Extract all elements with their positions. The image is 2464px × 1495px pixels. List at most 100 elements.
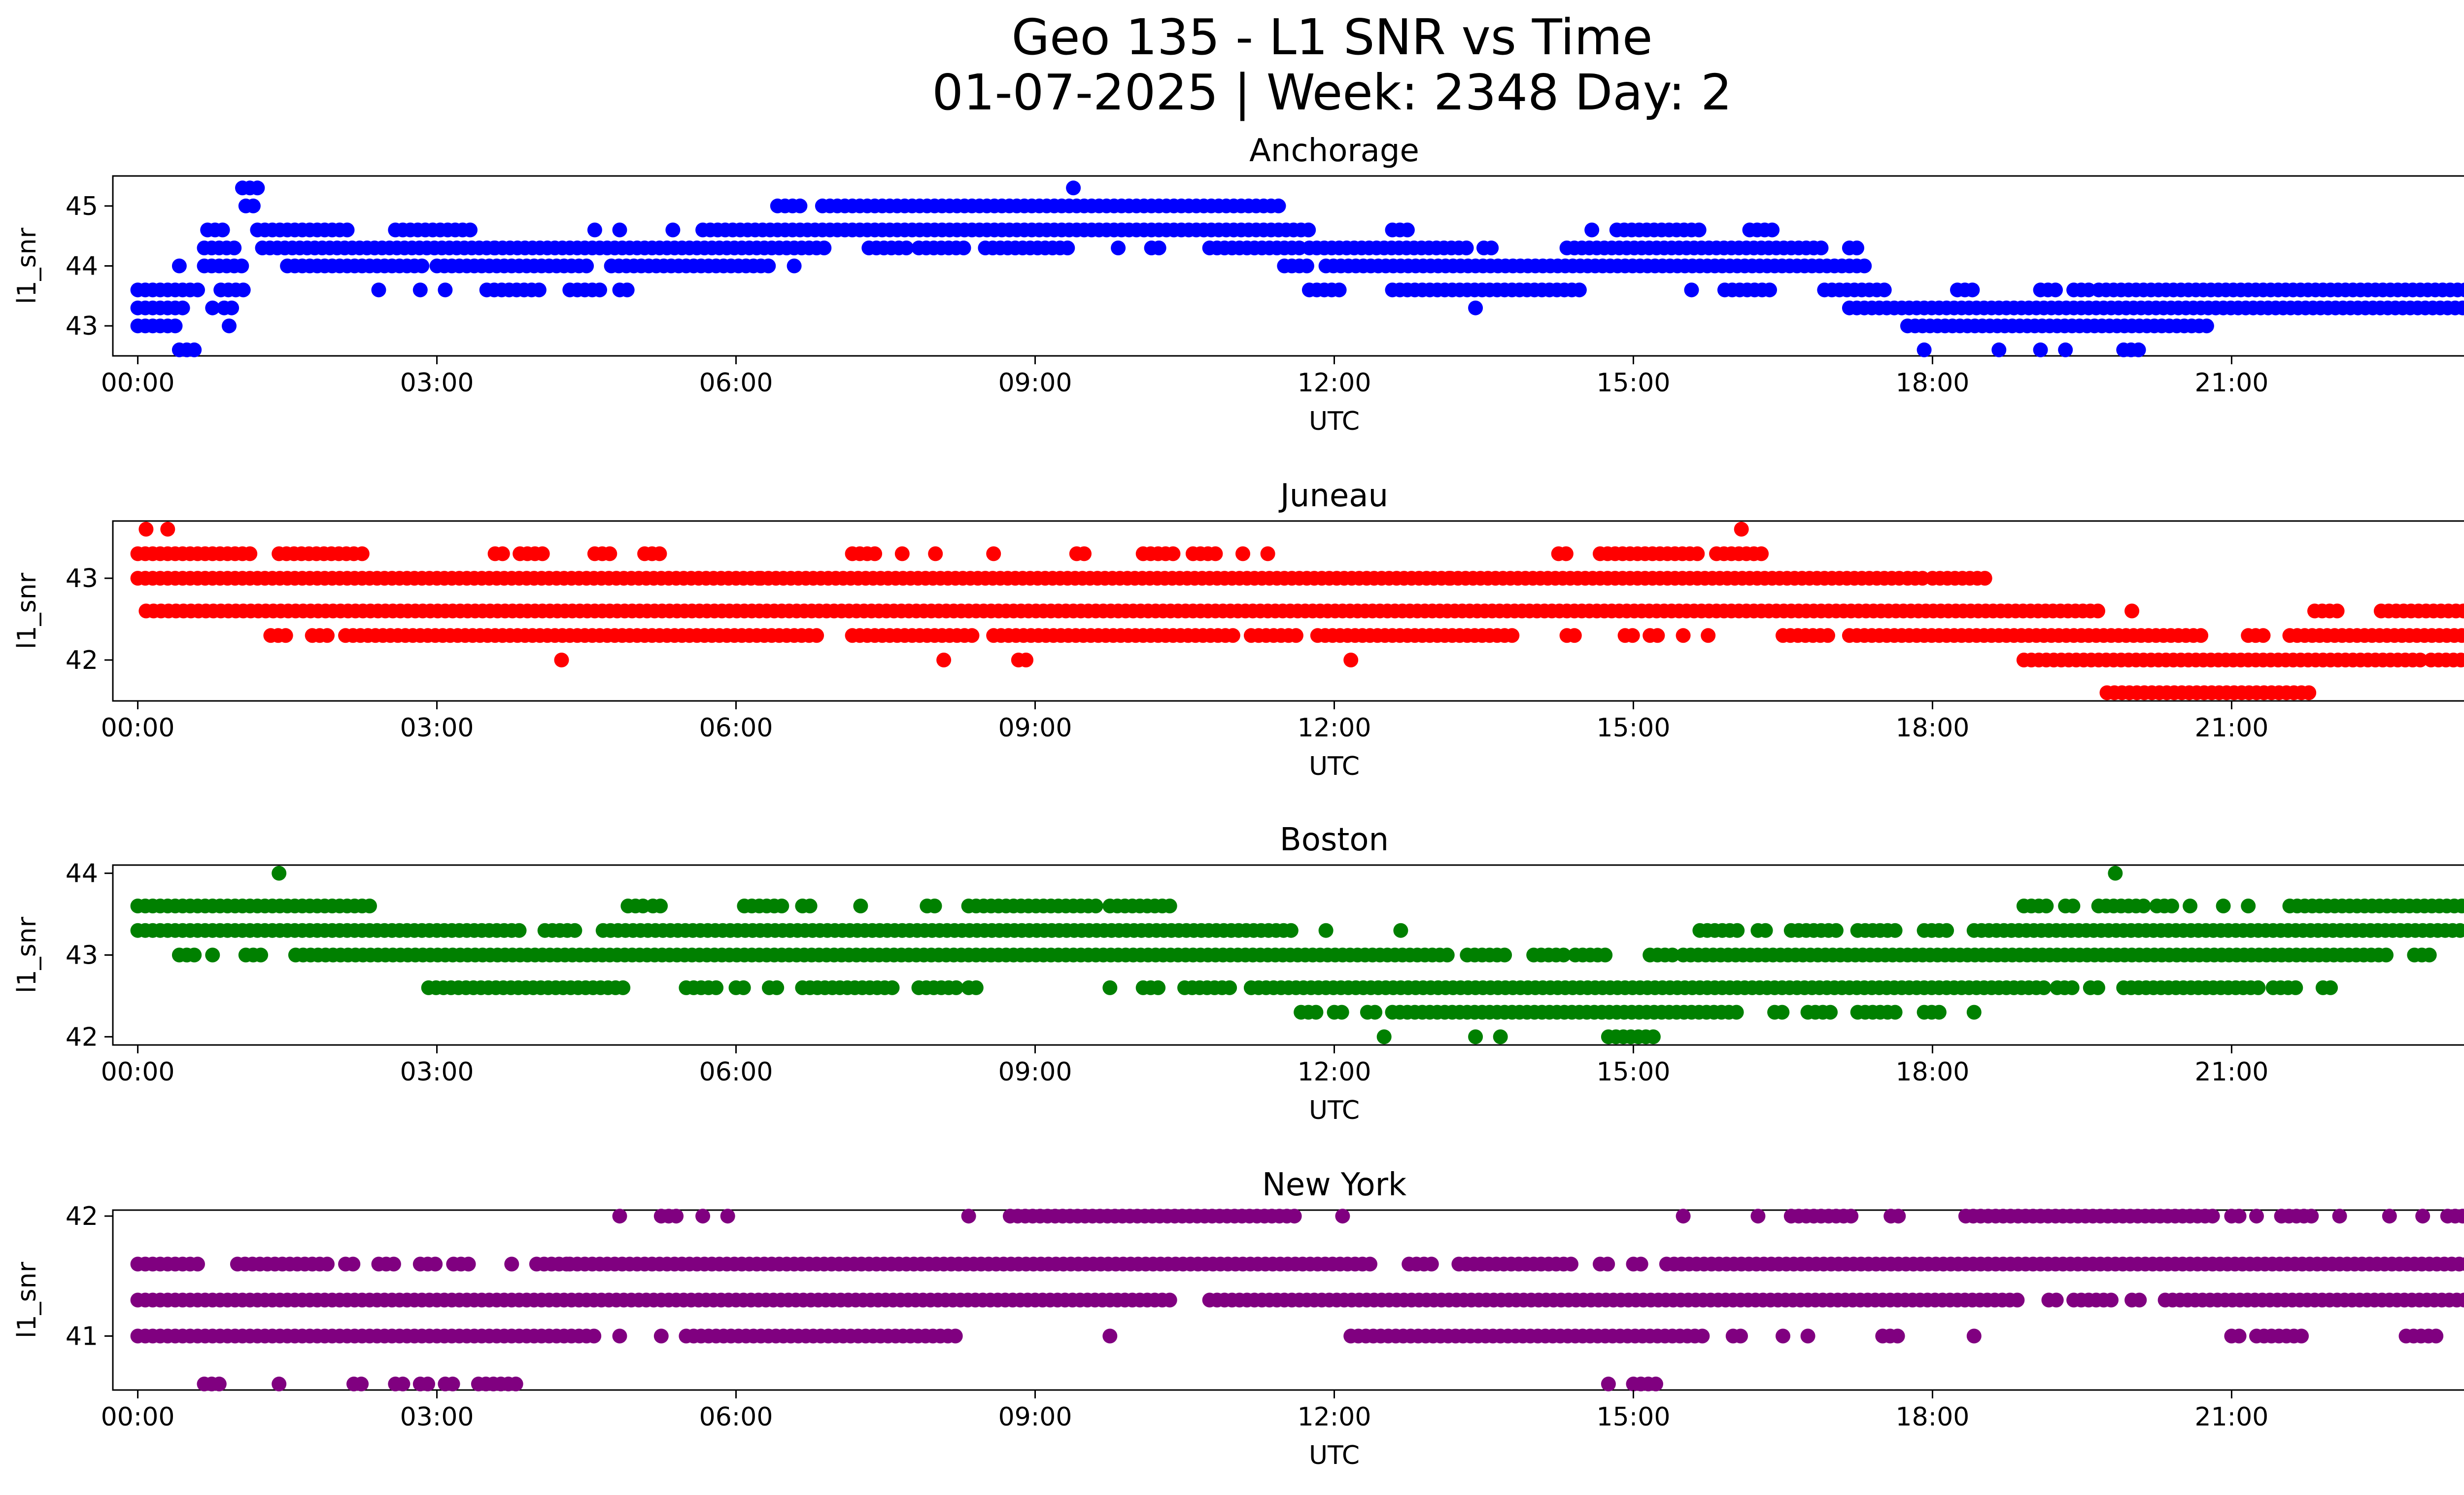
data-point — [242, 546, 258, 561]
x-tick-label: 00:00 — [101, 1402, 175, 1432]
data-point — [438, 282, 453, 298]
scatter-series-boston — [130, 866, 2464, 1044]
data-point — [602, 546, 617, 561]
data-point — [1966, 1005, 1982, 1020]
data-point — [586, 1328, 602, 1344]
subplot-anchorage: Anchorage 00:00 03:00 06:00 09:00 12:00 15:00 1… — [12, 133, 2464, 436]
data-point — [171, 258, 187, 274]
x-tick-label: 15:00 — [1597, 1402, 1671, 1432]
data-point — [1111, 241, 1126, 255]
data-point — [867, 546, 883, 561]
data-point — [1222, 980, 1237, 995]
data-point — [2462, 901, 2464, 911]
y-tick-label: 43 — [66, 564, 98, 593]
data-point — [2457, 1292, 2464, 1308]
data-point — [371, 282, 386, 298]
data-point — [1966, 1328, 1982, 1344]
data-point — [1468, 1029, 1483, 1044]
data-point — [1151, 241, 1166, 255]
data-point — [853, 899, 868, 913]
data-point — [1376, 1029, 1392, 1044]
data-point — [1645, 1029, 1661, 1044]
data-point — [653, 1328, 669, 1344]
x-axis-label-juneau: UTC — [1309, 752, 1360, 781]
data-point — [1060, 241, 1075, 255]
data-point — [1733, 1328, 1748, 1344]
data-point — [1584, 222, 1600, 238]
data-point — [445, 1376, 460, 1391]
data-point — [2108, 866, 2123, 881]
data-point — [2463, 1212, 2464, 1220]
data-point — [1260, 546, 1275, 561]
data-point — [2090, 980, 2105, 995]
data-point — [1493, 1029, 1508, 1044]
data-point — [463, 222, 478, 238]
x-tick-label: 12:00 — [1298, 713, 1371, 743]
figure-title-line1: Geo 135 - L1 SNR vs Time — [1012, 8, 1653, 66]
data-point — [2193, 628, 2209, 643]
data-point — [1318, 923, 1334, 938]
data-point — [695, 1209, 711, 1224]
data-point — [1730, 923, 1745, 938]
y-tick-label: 43 — [66, 312, 98, 341]
data-point — [1931, 1005, 1947, 1020]
data-point — [592, 282, 607, 298]
data-point — [2429, 1328, 2444, 1344]
x-tick-label: 03:00 — [400, 368, 474, 398]
data-point — [414, 258, 430, 274]
data-point — [652, 546, 667, 561]
data-point — [1690, 546, 1705, 561]
data-point — [1775, 1005, 1790, 1020]
data-point — [894, 546, 910, 561]
data-point — [774, 899, 789, 913]
data-point — [395, 1376, 411, 1391]
data-point — [168, 318, 183, 334]
data-point — [224, 300, 240, 315]
data-point — [720, 1209, 735, 1224]
data-point — [936, 653, 952, 667]
data-point — [2304, 1209, 2319, 1224]
data-point — [320, 1256, 335, 1272]
data-point — [2415, 1209, 2430, 1224]
data-point — [2332, 1209, 2347, 1224]
data-point — [2049, 1292, 2064, 1308]
data-point — [1497, 947, 1512, 963]
data-point — [2205, 1209, 2220, 1224]
data-point — [340, 222, 355, 238]
data-point — [1887, 923, 1903, 938]
data-point — [354, 546, 370, 561]
data-point — [1102, 980, 1118, 995]
x-tick-label: 06:00 — [699, 368, 773, 398]
data-point — [2382, 1209, 2397, 1224]
data-point — [253, 947, 269, 963]
data-point — [504, 1256, 519, 1272]
data-point — [1288, 628, 1303, 643]
data-point — [964, 628, 980, 643]
data-point — [1857, 258, 1872, 274]
data-point — [535, 546, 550, 561]
data-point — [2454, 628, 2464, 643]
data-point — [2458, 282, 2464, 298]
data-point — [665, 222, 681, 238]
data-point — [1891, 1209, 1906, 1224]
data-point — [1887, 1005, 1903, 1020]
data-point — [1600, 1256, 1615, 1272]
x-axis-label-new-york: UTC — [1309, 1441, 1360, 1470]
data-point — [1814, 241, 1829, 255]
y-tick-label: 45 — [66, 192, 98, 221]
data-point — [138, 522, 154, 537]
data-point — [1601, 1376, 1616, 1391]
data-point — [2104, 1292, 2119, 1308]
data-point — [899, 241, 914, 255]
data-point — [420, 1376, 435, 1391]
data-point — [669, 1209, 684, 1224]
data-point — [2463, 304, 2464, 313]
x-tick-label: 21:00 — [2195, 368, 2269, 398]
subplot-title-anchorage: Anchorage — [1249, 133, 1419, 169]
data-point — [2231, 1328, 2247, 1344]
data-point — [1424, 1256, 1439, 1272]
x-tick-label: 21:00 — [2195, 1402, 2269, 1432]
x-tick-label: 18:00 — [1896, 713, 1970, 743]
y-tick-label: 42 — [66, 1022, 98, 1052]
x-tick-label: 09:00 — [998, 713, 1072, 743]
